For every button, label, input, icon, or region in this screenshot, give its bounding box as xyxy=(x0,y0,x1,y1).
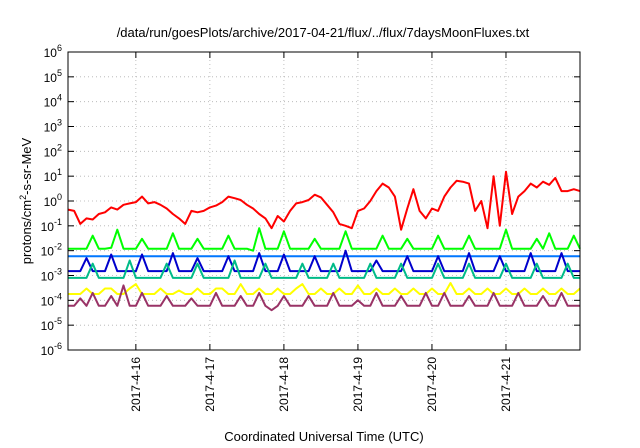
y-tick-base: 10 xyxy=(41,294,55,308)
x-tick-label: 2017-4-20 xyxy=(425,357,439,412)
y-tick-base: 10 xyxy=(44,121,58,135)
y-tick-label: 10-5 xyxy=(41,316,62,333)
y-tick-base: 10 xyxy=(44,46,58,60)
y-tick-exponent: 3 xyxy=(57,118,62,128)
series-line-6 xyxy=(68,282,581,295)
y-tick-exponent: -5 xyxy=(54,316,62,326)
y-tick-exponent: 2 xyxy=(57,142,62,152)
y-tick-base: 10 xyxy=(44,195,58,209)
y-tick-exponent: -1 xyxy=(54,217,62,227)
y-tick-exponent: 6 xyxy=(57,43,62,53)
x-tick-label: 2017-4-21 xyxy=(499,357,513,412)
y-tick-label: 102 xyxy=(44,142,62,159)
series-line-4 xyxy=(68,249,580,273)
series-line-7 xyxy=(68,284,580,312)
y-tick-label: 101 xyxy=(44,167,62,184)
y-tick-label: 10-6 xyxy=(41,341,62,358)
series-line-5 xyxy=(68,259,580,279)
y-tick-base: 10 xyxy=(44,170,58,184)
y-axis-label-main: protons/cm xyxy=(19,200,34,264)
y-tick-base: 10 xyxy=(41,344,55,358)
y-axis-ticks: 10-610-510-410-310-210-11001011021031041… xyxy=(41,43,580,358)
y-tick-base: 10 xyxy=(41,220,55,234)
y-tick-exponent: -3 xyxy=(54,267,62,277)
x-tick-label: 2017-4-16 xyxy=(129,357,143,412)
y-tick-label: 106 xyxy=(44,43,62,60)
y-tick-exponent: -6 xyxy=(54,341,62,351)
y-tick-base: 10 xyxy=(44,96,58,110)
y-axis-label: protons/cm2-s-sr-MeV xyxy=(18,137,34,264)
y-tick-label: 100 xyxy=(44,192,62,209)
x-tick-label: 2017-4-18 xyxy=(277,357,291,412)
x-axis-label: Coordinated Universal Time (UTC) xyxy=(224,429,423,444)
y-tick-exponent: 1 xyxy=(57,167,62,177)
y-axis-label-rest: -s-sr-MeV xyxy=(19,137,34,194)
chart-title: /data/run/goesPlots/archive/2017-04-21/f… xyxy=(117,25,530,40)
y-tick-base: 10 xyxy=(41,270,55,284)
y-tick-exponent: 5 xyxy=(57,68,62,78)
x-axis-ticks: 2017-4-16 2017-4-17 2017-4-18 2017-4-19 2017… xyxy=(129,52,513,412)
y-tick-base: 10 xyxy=(41,245,55,259)
y-tick-label: 10-3 xyxy=(41,267,62,284)
y-tick-label: 10-1 xyxy=(41,217,62,234)
y-tick-label: 104 xyxy=(44,93,62,110)
y-tick-label: 103 xyxy=(44,118,62,135)
y-tick-exponent: -2 xyxy=(54,242,62,252)
y-tick-exponent: 0 xyxy=(57,192,62,202)
series-line-1 xyxy=(67,170,581,231)
y-axis-label-sup: 2 xyxy=(18,195,28,200)
y-tick-label: 10-2 xyxy=(41,242,62,259)
y-tick-base: 10 xyxy=(44,71,58,85)
y-tick-label: 105 xyxy=(44,68,62,85)
y-tick-exponent: 4 xyxy=(57,93,62,103)
y-tick-exponent: -4 xyxy=(54,291,62,301)
y-tick-base: 10 xyxy=(44,145,58,159)
series-lines xyxy=(67,170,581,312)
x-tick-label: 2017-4-17 xyxy=(203,357,217,412)
y-tick-base: 10 xyxy=(41,319,55,333)
y-tick-label: 10-4 xyxy=(41,291,62,308)
x-tick-label: 2017-4-19 xyxy=(351,357,365,412)
series-line-2 xyxy=(68,227,581,252)
